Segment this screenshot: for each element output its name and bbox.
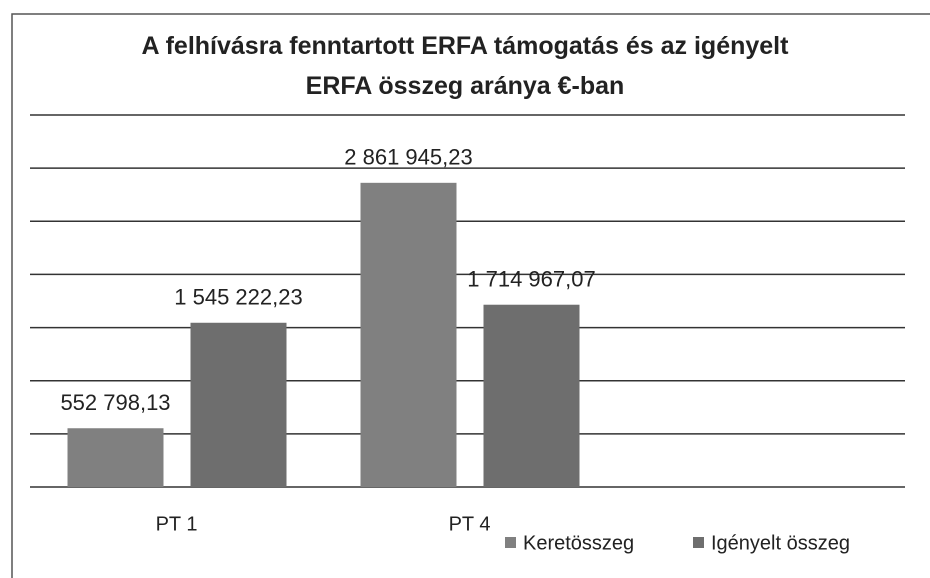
chart-title: A felhívásra fenntartott ERFA támogatás … <box>141 32 789 100</box>
chart-frame <box>11 13 930 578</box>
x-tick-label: PT 1 <box>156 513 198 535</box>
bar <box>360 182 457 487</box>
data-label: 1 545 222,23 <box>174 285 302 310</box>
legend-marker <box>505 537 516 548</box>
data-label: 2 861 945,23 <box>344 145 472 170</box>
legend-label: Keretösszeg <box>523 532 634 554</box>
bar <box>190 322 287 487</box>
bar <box>67 428 164 487</box>
data-label: 1 714 967,07 <box>467 267 595 292</box>
data-label: 552 798,13 <box>60 390 170 415</box>
legend-marker <box>693 537 704 548</box>
legend-label: Igényelt összeg <box>711 532 850 554</box>
bar <box>483 304 580 487</box>
x-tick-label: PT 4 <box>449 513 491 535</box>
